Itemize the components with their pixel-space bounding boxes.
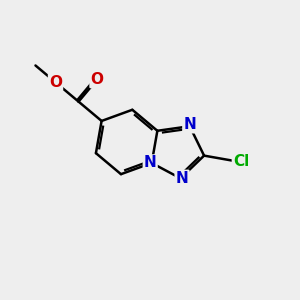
Text: Cl: Cl [233, 154, 249, 169]
Text: N: N [183, 117, 196, 132]
Text: O: O [91, 72, 103, 87]
Text: N: N [144, 155, 157, 170]
Text: O: O [49, 75, 62, 90]
Text: N: N [176, 171, 188, 186]
